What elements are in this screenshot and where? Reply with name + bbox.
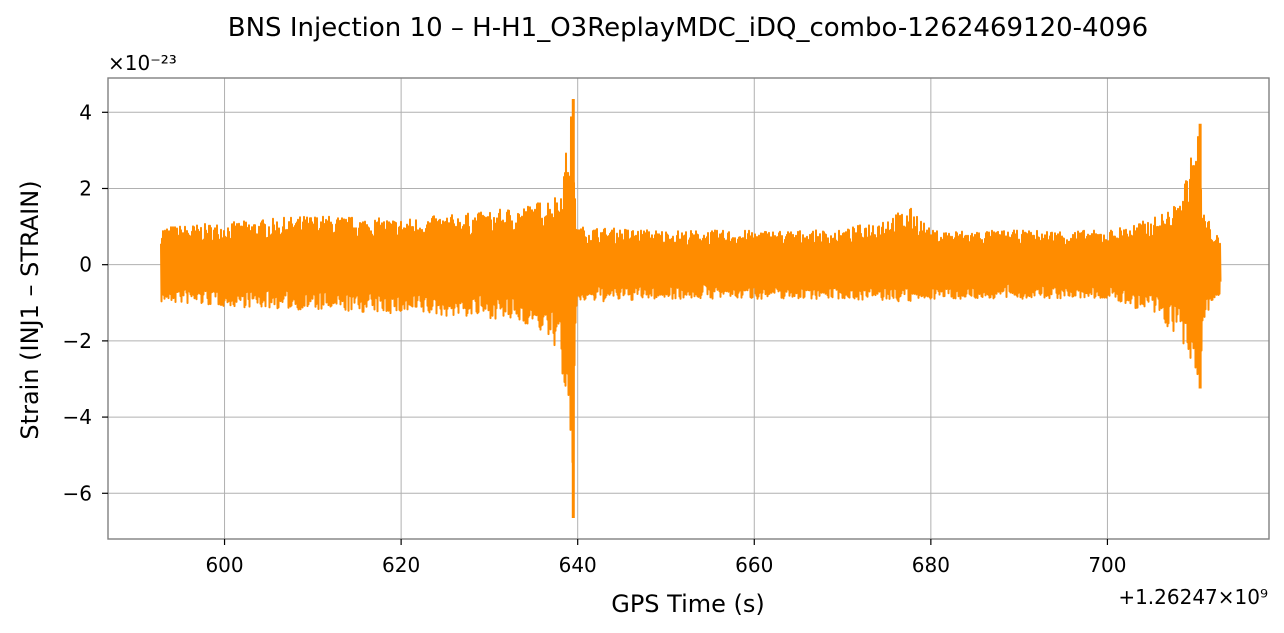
strain-trace [160,98,1222,519]
y-scale-label: ×10⁻²³ [108,51,177,75]
x-tick-label: 700 [1088,553,1126,577]
y-tick-label: −2 [63,329,92,353]
y-tick-label: 0 [79,253,92,277]
strain-series-line [160,116,1222,506]
x-tick-label: 660 [735,553,773,577]
chart-title: BNS Injection 10 – H-H1_O3ReplayMDC_iDQ_… [228,13,1148,43]
x-tick-label: 620 [382,553,420,577]
plot-frame [107,77,1270,540]
y-tick-label: 4 [79,100,92,124]
grid [108,78,1269,539]
x-tick-label: 680 [912,553,950,577]
x-axis-ticks: 600 620 640 660 680 700 [205,539,1127,577]
y-axis-label: Strain (INJ1 – STRAIN) [16,180,44,439]
x-axis-label: GPS Time (s) [611,590,765,618]
x-offset-label: +1.26247×10⁹ [1118,585,1268,609]
y-tick-label: −6 [63,481,92,505]
y-tick-label: 2 [79,176,92,200]
x-tick-label: 600 [205,553,243,577]
x-tick-label: 640 [559,553,597,577]
y-tick-label: −4 [63,405,92,429]
y-axis-ticks: 4 2 0 −2 −4 −6 [63,100,108,505]
